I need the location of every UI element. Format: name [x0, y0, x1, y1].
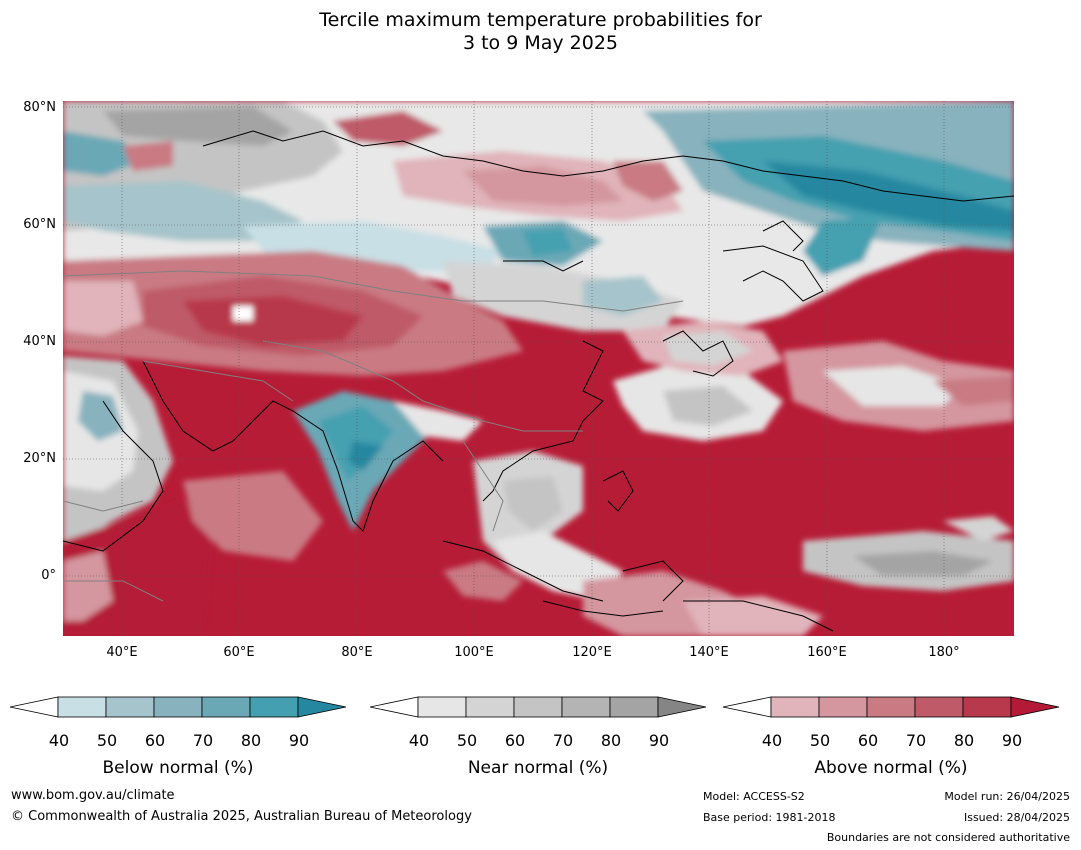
country-borders: [63, 270, 684, 602]
cbar0-tick-70: 70: [192, 731, 214, 750]
coastlines: [63, 130, 1014, 632]
colorbar-2-segment-5: [962, 696, 1012, 718]
cbar0-tick-50: 50: [96, 731, 118, 750]
copyright-text: © Commonwealth of Australia 2025, Austra…: [11, 809, 472, 824]
title-line-2: 3 to 9 May 2025: [462, 32, 619, 54]
colorbar-1-segment-1: [417, 696, 467, 718]
lon-label-160e: 160°E: [807, 645, 847, 660]
lon-label-60e: 60°E: [223, 645, 255, 660]
disclaimer-text: Boundaries are not considered authoritat…: [826, 831, 1070, 844]
cbar1-tick-90: 90: [648, 731, 670, 750]
colorbar-1-segment-3: [513, 696, 563, 718]
colorbar-0-segment-3: [153, 696, 203, 718]
probability-map: [63, 101, 1014, 636]
lon-label-120e: 120°E: [572, 645, 612, 660]
colorbar-2-low-extend: [722, 696, 772, 718]
colorbar-2-segment-1: [770, 696, 820, 718]
colorbar-0-segment-2: [105, 696, 155, 718]
cbar2-tick-80: 80: [953, 731, 975, 750]
cbar2-tick-40: 40: [761, 731, 783, 750]
probability-shading: [63, 101, 1014, 636]
colorbars: [9, 696, 1060, 718]
lon-label-180: 180°: [928, 645, 960, 660]
lon-label-40e: 40°E: [106, 645, 138, 660]
website-link[interactable]: www.bom.gov.au/climate: [11, 788, 175, 803]
cbar0-tick-90: 90: [288, 731, 310, 750]
graticule: [63, 101, 1014, 636]
lat-label-20n: 20°N: [23, 451, 56, 466]
colorbar-0-segment-4: [201, 696, 251, 718]
colorbar-1-high-extend: [657, 696, 707, 718]
colorbar-2-segment-4: [914, 696, 964, 718]
colorbar-near-normal: [369, 696, 707, 718]
colorbar-below-normal: [9, 696, 347, 718]
base-period-text: Base period: 1981-2018: [703, 811, 836, 824]
model-text: Model: ACCESS-S2: [703, 790, 805, 803]
cbar0-tick-40: 40: [48, 731, 70, 750]
colorbar-1-segment-4: [561, 696, 611, 718]
colorbar-1-low-extend: [369, 696, 419, 718]
issued-text: Issued: 28/04/2025: [963, 811, 1070, 824]
below-normal-label: Below normal (%): [102, 758, 254, 778]
lon-label-80e: 80°E: [341, 645, 373, 660]
cbar1-tick-60: 60: [504, 731, 526, 750]
colorbar-0-low-extend: [9, 696, 59, 718]
cbar1-tick-70: 70: [552, 731, 574, 750]
above-normal-label: Above normal (%): [814, 758, 968, 778]
lon-label-140e: 140°E: [689, 645, 729, 660]
colorbar-1-segment-2: [465, 696, 515, 718]
colorbar-2-segment-2: [818, 696, 868, 718]
cbar1-tick-40: 40: [408, 731, 430, 750]
cbar0-tick-80: 80: [240, 731, 262, 750]
near-normal-label: Near normal (%): [467, 758, 609, 778]
colorbar-above-normal: [722, 696, 1060, 718]
cbar2-tick-50: 50: [809, 731, 831, 750]
colorbar-0-segment-1: [57, 696, 107, 718]
cbar2-tick-90: 90: [1001, 731, 1023, 750]
cbar2-tick-70: 70: [905, 731, 927, 750]
lat-label-60n: 60°N: [23, 217, 56, 232]
lat-label-0: 0°: [41, 568, 56, 583]
colorbar-0-high-extend: [297, 696, 347, 718]
colorbar-2-high-extend: [1010, 696, 1060, 718]
cbar1-tick-50: 50: [456, 731, 478, 750]
colorbar-2-segment-3: [866, 696, 916, 718]
lon-label-100e: 100°E: [454, 645, 494, 660]
lat-label-80n: 80°N: [23, 100, 56, 115]
colorbar-1-segment-5: [609, 696, 659, 718]
cbar1-tick-80: 80: [600, 731, 622, 750]
model-run-text: Model run: 26/04/2025: [944, 790, 1070, 803]
lat-label-40n: 40°N: [23, 334, 56, 349]
map-svg: [63, 101, 1014, 636]
title-line-1: Tercile maximum temperature probabilitie…: [319, 9, 762, 31]
cbar2-tick-60: 60: [857, 731, 879, 750]
cbar0-tick-60: 60: [144, 731, 166, 750]
chart-title: Tercile maximum temperature probabilitie…: [0, 9, 1081, 55]
colorbar-0-segment-5: [249, 696, 299, 718]
